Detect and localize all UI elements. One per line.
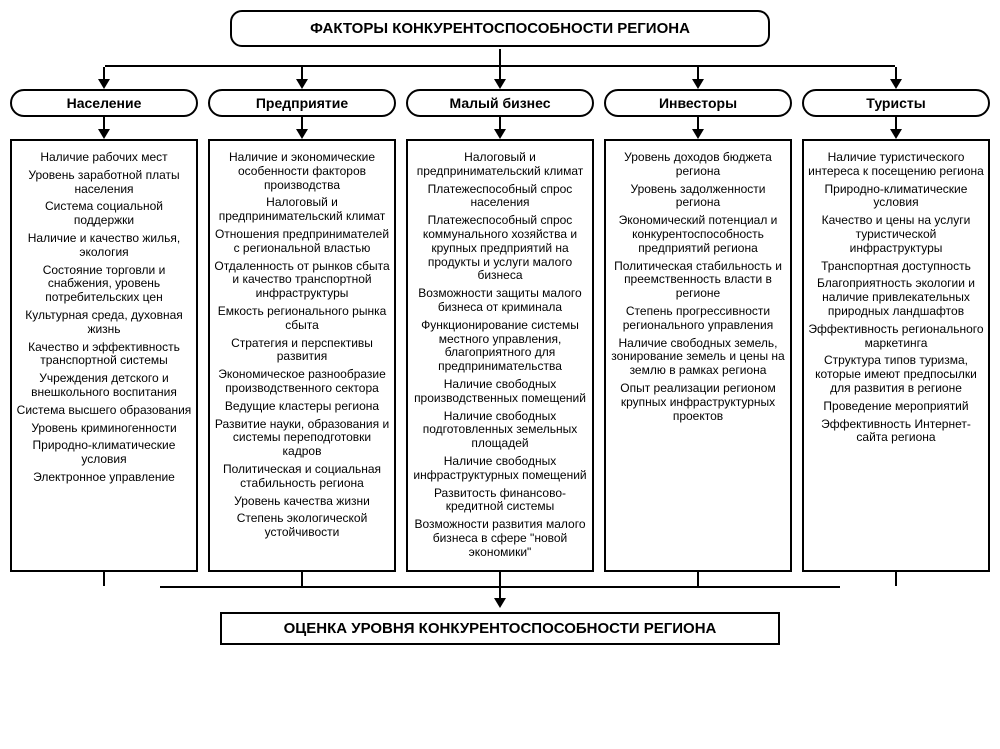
connector-down	[406, 572, 594, 586]
list-item: Степень экологической устойчивости	[214, 512, 390, 540]
list-item: Система высшего образования	[16, 404, 192, 418]
list-item: Стратегия и перспективы развития	[214, 337, 390, 365]
list-item: Ведущие кластеры региона	[214, 400, 390, 414]
list-item: Емкость регионального рынка сбыта	[214, 305, 390, 333]
column: Население Наличие рабочих мест Уровень зар…	[10, 67, 198, 586]
bottom-title: ОЦЕНКА УРОВНЯ КОНКУРЕНТОСПОСОБНОСТИ РЕГИ…	[284, 620, 717, 637]
list-item: Транспортная доступность	[808, 260, 984, 274]
arrow-down	[208, 67, 396, 89]
connector-down	[802, 572, 990, 586]
list-item: Уровень криминогенности	[16, 422, 192, 436]
column: Малый бизнес Налоговый и предпринимательс…	[406, 67, 594, 586]
list-item: Система социальной поддержки	[16, 200, 192, 228]
column: Предприятие Наличие и экономические особе…	[208, 67, 396, 586]
list-item: Возможности защиты малого бизнеса от кри…	[412, 287, 588, 315]
list-item: Наличие рабочих мест	[16, 151, 192, 165]
list-item: Степень прогрессивности регионального уп…	[610, 305, 786, 333]
list-item: Электронное управление	[16, 471, 192, 485]
arrow-down	[604, 117, 792, 139]
arrow-down	[10, 117, 198, 139]
list-item: Наличие свободных производственных помещ…	[412, 378, 588, 406]
list-item: Налоговый и предпринимательский климат	[412, 151, 588, 179]
bottom-title-box: ОЦЕНКА УРОВНЯ КОНКУРЕНТОСПОСОБНОСТИ РЕГИ…	[220, 612, 780, 645]
list-item: Уровень доходов бюджета региона	[610, 151, 786, 179]
arrow-down	[802, 67, 990, 89]
column: Инвесторы Уровень доходов бюджета региона…	[604, 67, 792, 586]
list-item: Политическая и социальная стабильность р…	[214, 463, 390, 491]
list-item: Природно-климатические условия	[16, 439, 192, 467]
list-item: Развитость финансово-кредитной системы	[412, 487, 588, 515]
list-item: Наличие и качество жилья, экология	[16, 232, 192, 260]
category-box: Туристы	[802, 89, 990, 117]
items-box: Уровень доходов бюджета региона Уровень з…	[604, 139, 792, 572]
list-item: Наличие туристического интереса к посеще…	[808, 151, 984, 179]
category-box: Малый бизнес	[406, 89, 594, 117]
column: Туристы Наличие туристического интереса к…	[802, 67, 990, 586]
arrow-down	[604, 67, 792, 89]
connector-down	[10, 572, 198, 586]
list-item: Наличие свободных подготовленных земельн…	[412, 410, 588, 451]
list-item: Платежеспособный спрос коммунального хоз…	[412, 214, 588, 283]
arrow-down	[406, 67, 594, 89]
list-item: Налоговый и предпринимательский климат	[214, 196, 390, 224]
list-item: Эффективность Интернет-сайта региона	[808, 418, 984, 446]
list-item: Качество и эффективность транспортной си…	[16, 341, 192, 369]
bottom-connector-bar	[160, 586, 840, 588]
category-box: Инвесторы	[604, 89, 792, 117]
list-item: Эффективность регионального маркетинга	[808, 323, 984, 351]
arrow-down	[10, 67, 198, 89]
list-item: Возможности развития малого бизнеса в сф…	[412, 518, 588, 559]
list-item: Уровень заработной платы населения	[16, 169, 192, 197]
list-item: Наличие свободных земель, зонирование зе…	[610, 337, 786, 378]
columns-container: Население Наличие рабочих мест Уровень зар…	[10, 67, 990, 586]
arrow-down	[802, 117, 990, 139]
list-item: Качество и цены на услуги туристической …	[808, 214, 984, 255]
list-item: Благоприятность экологии и наличие привл…	[808, 277, 984, 318]
list-item: Отдаленность от рынков сбыта и качество …	[214, 260, 390, 301]
list-item: Опыт реализации регионом крупных инфраст…	[610, 382, 786, 423]
list-item: Структура типов туризма, которые имеют п…	[808, 354, 984, 395]
list-item: Наличие свободных инфраструктурных помещ…	[412, 455, 588, 483]
list-item: Уровень задолженности региона	[610, 183, 786, 211]
connector-down	[208, 572, 396, 586]
items-box: Наличие рабочих мест Уровень заработной п…	[10, 139, 198, 572]
list-item: Наличие и экономические особенности факт…	[214, 151, 390, 192]
list-item: Культурная среда, духовная жизнь	[16, 309, 192, 337]
list-item: Отношения предпринимателей с регионально…	[214, 228, 390, 256]
list-item: Развитие науки, образования и системы пе…	[214, 418, 390, 459]
category-box: Население	[10, 89, 198, 117]
list-item: Учреждения детского и внешкольного воспи…	[16, 372, 192, 400]
list-item: Экономическое разнообразие производствен…	[214, 368, 390, 396]
top-title-box: ФАКТОРЫ КОНКУРЕНТОСПОСОБНОСТИ РЕГИОНА	[230, 10, 770, 47]
top-title: ФАКТОРЫ КОНКУРЕНТОСПОСОБНОСТИ РЕГИОНА	[310, 20, 690, 37]
arrow-down	[406, 117, 594, 139]
list-item: Платежеспособный спрос населения	[412, 183, 588, 211]
list-item: Политическая стабильность и преемственно…	[610, 260, 786, 301]
list-item: Состояние торговли и снабжения, уровень …	[16, 264, 192, 305]
items-box: Налоговый и предпринимательский климат Пл…	[406, 139, 594, 572]
list-item: Функционирование системы местного управл…	[412, 319, 588, 374]
category-box: Предприятие	[208, 89, 396, 117]
list-item: Проведение мероприятий	[808, 400, 984, 414]
items-box: Наличие и экономические особенности факт…	[208, 139, 396, 572]
items-box: Наличие туристического интереса к посеще…	[802, 139, 990, 572]
list-item: Уровень качества жизни	[214, 495, 390, 509]
connector-down	[604, 572, 792, 586]
list-item: Экономический потенциал и конкурентоспос…	[610, 214, 786, 255]
arrow-down	[208, 117, 396, 139]
list-item: Природно-климатические условия	[808, 183, 984, 211]
